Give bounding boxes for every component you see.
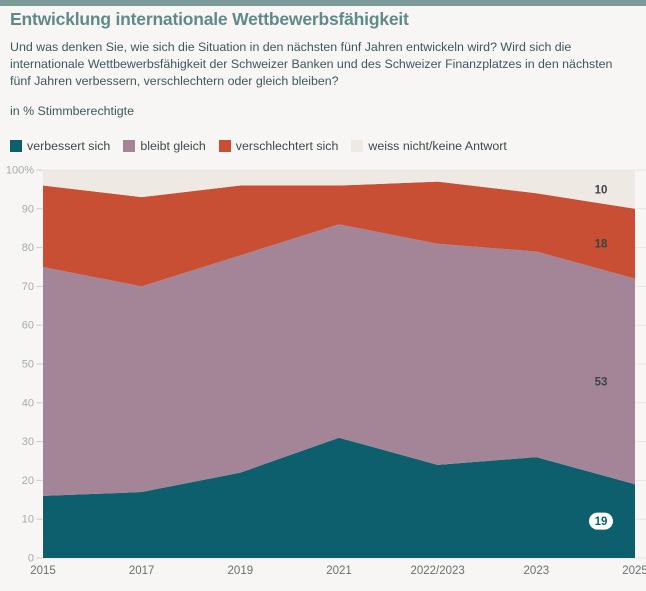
y-axis-label: 30 [22,436,34,448]
x-axis-label: 2021 [326,565,352,577]
legend-label: weiss nicht/keine Antwort [368,139,507,153]
legend-label: verbessert sich [27,139,111,153]
y-axis-label: 100% [6,165,34,177]
y-axis-label: 40 [22,397,34,409]
stacked-area-chart: 100% 90 80 70 60 50 40 30 20 10 0 2015 2017 2019 2021 2… [0,160,646,591]
y-axis-label: 10 [22,514,34,526]
top-accent-bar [0,0,646,6]
legend-swatch [123,140,136,152]
y-axis-label: 90 [22,203,34,215]
x-axis-label: 2023 [524,565,550,577]
legend-swatch [218,140,231,152]
page-title: Entwicklung internationale Wettbewerbsfä… [10,9,409,29]
area-verbessert-sich [43,437,635,558]
chart-legend: verbessert sich bleibt gleich verschlechte… [10,139,507,153]
area-bleibt-gleich [43,224,635,496]
legend-item: verbessert sich [10,139,110,153]
y-axis-label: 70 [22,281,34,293]
survey-question-text: Und was denken Sie, wie sich die Situati… [10,40,613,88]
end-value-label: 53 [595,376,608,388]
end-value-badge [589,512,613,530]
x-axis-label: 2019 [228,565,254,577]
y-axis-label: 60 [22,320,34,332]
legend-label: verschlechtert sich [235,139,339,153]
legend-swatch [351,140,364,152]
x-axis-label: 2025 [622,565,646,577]
x-axis-label: 2022/2023 [410,565,464,577]
y-axis-label: 80 [22,242,34,254]
legend-item: verschlechtert sich [218,139,339,153]
unit-label: in % Stimmberechtigte [10,104,134,118]
x-axis-label: 2017 [129,565,155,577]
legend-item: weiss nicht/keine Antwort [351,139,507,153]
area-weiss-nicht-keine-antwort [43,170,635,209]
end-value-label: 18 [595,239,608,251]
legend-label: bleibt gleich [140,139,206,153]
end-value-label: 19 [595,516,608,528]
area-verschlechtert-sich [43,181,635,287]
y-axis-label: 50 [22,359,34,371]
end-value-label: 10 [595,184,608,196]
legend-swatch [10,140,22,152]
legend-item: bleibt gleich [123,139,206,153]
x-axis-label: 2015 [30,565,56,577]
y-axis-label: 0 [28,553,34,565]
y-axis-label: 20 [22,475,34,487]
